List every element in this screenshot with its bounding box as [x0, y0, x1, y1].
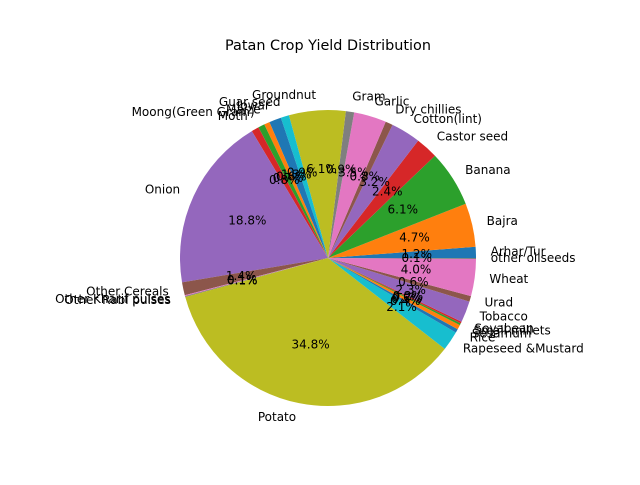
slice-percent-castor-seed: 2.4%	[372, 184, 403, 198]
slice-percent-banana: 6.1%	[388, 203, 419, 217]
slice-percent-jowar: 1.3%	[281, 168, 312, 182]
pie-slice-onion	[179, 131, 328, 283]
chart-title: Patan Crop Yield Distribution	[225, 38, 431, 54]
slice-label-other-rabi-pulses: Other Rabi pulses	[64, 293, 171, 307]
slice-percent-garlic: 3.5%	[338, 165, 369, 179]
slice-label-arhar-tur: Arhar/Tur	[491, 244, 546, 258]
slice-label-jowar: Jowar	[236, 98, 270, 112]
slice-label-rice: Rice	[470, 331, 496, 345]
pie-slice-tobacco	[328, 258, 470, 322]
pie-slice-small-millets	[328, 258, 461, 326]
pie-slice-maize	[264, 122, 328, 258]
slice-percent-gram: 0.9%	[326, 163, 357, 177]
slice-label-rapeseed-mustard: Rapeseed &Mustard	[463, 342, 584, 356]
pie-slice-cotton-lint	[328, 124, 419, 258]
slice-label-moong-green-gram: Moong(Green Gram)	[132, 105, 255, 119]
pie-slice-wheat	[328, 258, 476, 297]
slice-label-other-oilseeds: other oilseeds	[491, 251, 576, 265]
slice-percent-dry-chillies: 0.8%	[349, 170, 380, 184]
slice-percent-bajra: 4.7%	[399, 231, 430, 245]
slice-percent-rapeseed-mustard: 2.1%	[386, 300, 417, 314]
slice-label-wheat: Wheat	[489, 272, 528, 286]
slice-percent-moth: 0.8%	[269, 173, 300, 187]
slice-percent-maize: 0.6%	[276, 170, 307, 184]
slice-percent-potato: 34.8%	[292, 338, 330, 352]
slice-label-maize: Maize	[226, 102, 261, 116]
pie-slice-rapeseed-mustard	[328, 258, 456, 349]
pie-slice-rice	[328, 258, 458, 333]
slice-label-soyabean: Soyabean	[474, 322, 533, 336]
slice-percent-groundnut: 6.1%	[306, 162, 337, 176]
slice-percent-small-millets: 0.2%	[392, 290, 423, 304]
slice-label-urad: Urad	[484, 295, 513, 309]
slice-label-banana: Banana	[465, 163, 511, 177]
pie-slice-dry-chillies	[328, 121, 393, 259]
slice-percent-arhar-tur: 1.2%	[401, 247, 432, 261]
slice-label-garlic: Garlic	[374, 94, 409, 108]
pie-slice-gram	[328, 111, 355, 258]
pie-slice-other-oilseeds	[328, 258, 476, 259]
pie-slice-moth	[251, 127, 328, 259]
slice-percent-moong-green-gram: 0.7%	[273, 171, 304, 185]
pie-slice-other-cereals	[182, 258, 328, 296]
slice-label-cotton-lint: Cotton(lint)	[414, 112, 482, 126]
pie-slice-moong-green-gram	[258, 124, 328, 258]
slice-label-moth: Moth	[218, 109, 248, 123]
slice-label-bajra: Bajra	[487, 214, 518, 228]
slice-percent-guar-seed: 0.9%	[287, 166, 318, 180]
slice-label-small-millets: Small millets	[474, 323, 551, 337]
pie-slice-groundnut	[288, 110, 346, 258]
pie-slice-urad	[328, 258, 471, 302]
pie-slice-guar-seed	[280, 115, 328, 258]
pie-slice-jowar	[269, 117, 328, 258]
pie-slice-arhar-tur	[328, 246, 476, 258]
slice-label-dry-chillies: Dry chillies	[395, 102, 461, 116]
pie-slice-other-rabi-pulses	[185, 258, 328, 298]
slice-percent-sesamum: 0.5%	[391, 292, 422, 306]
slice-percent-tobacco: 2.3%	[395, 283, 426, 297]
slice-label-onion: Onion	[145, 182, 180, 196]
slice-percent-wheat: 4.0%	[401, 262, 432, 276]
pie-slice-other-kharif-pulses	[184, 258, 328, 297]
pie-slice-soyabean	[328, 258, 462, 324]
pie-slice-bajra	[328, 203, 476, 258]
slice-percent-soyabean: 0.2%	[393, 289, 424, 303]
slice-label-guar-seed: Guar seed	[219, 95, 281, 109]
slice-label-groundnut: Groundnut	[252, 88, 316, 102]
slice-label-potato: Potato	[258, 410, 296, 424]
slice-percent-rice: 0.4%	[390, 294, 421, 308]
pie-slice-banana	[328, 155, 466, 258]
slice-label-other-kharif-pulses: Other Kharif pulses	[55, 292, 170, 306]
pie-labels: Arhar/Tur 1.2% Bajra 4.7% Banana 6.1% Castor s…	[55, 88, 584, 424]
pie-wedges	[179, 110, 476, 407]
pie-slice-potato	[185, 258, 445, 407]
slice-label-gram: Gram	[352, 90, 385, 104]
pie-slice-garlic	[328, 112, 386, 258]
slice-label-sesamum: Sesamum	[472, 327, 532, 341]
slice-percent-other-cereals: 1.4%	[226, 269, 257, 283]
slice-percent-cotton-lint: 3.2%	[359, 175, 390, 189]
slice-percent-other-rabi-pulses: 0.1%	[227, 274, 258, 288]
pie-slice-sesamum	[328, 258, 460, 330]
pie-slice-castor-seed	[328, 140, 435, 258]
slice-percent-onion: 18.8%	[228, 213, 266, 227]
slice-label-castor-seed: Castor seed	[437, 129, 508, 143]
slice-percent-urad: 0.6%	[398, 275, 429, 289]
slice-label-tobacco: Tobacco	[479, 310, 528, 324]
slice-percent-other-kharif-pulses: 0.1%	[227, 273, 258, 287]
slice-label-other-cereals: Other Cereals	[86, 284, 169, 298]
slice-percent-other-oilseeds: 0.1%	[402, 251, 433, 265]
